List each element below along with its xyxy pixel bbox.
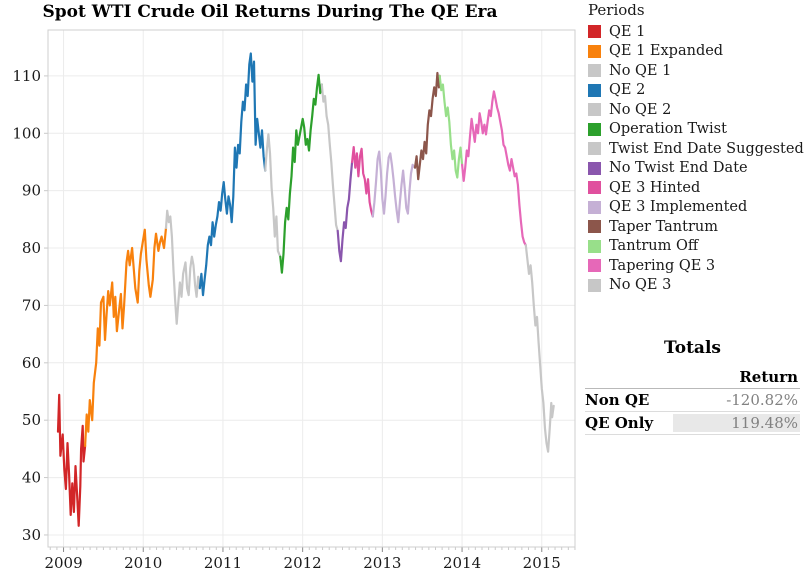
x-tick-label: 2011 (204, 554, 242, 572)
y-tick-label: 80 (22, 239, 41, 257)
x-tick-label: 2009 (44, 554, 82, 572)
y-tick-label: 100 (12, 124, 41, 142)
legend-swatch (588, 200, 601, 214)
gridlines (48, 30, 575, 547)
chart-title: Spot WTI Crude Oil Returns During The QE… (42, 2, 498, 22)
totals-row-label: Non QE (585, 391, 650, 409)
legend-item[interactable]: QE 1 (588, 22, 802, 42)
legend-items: QE 1 QE 1 Expanded No QE 1 QE 2 No QE 2 Opera… (588, 22, 804, 296)
series-no-qe-3[interactable] (524, 244, 555, 453)
legend-swatch (588, 278, 601, 292)
legend-swatch (588, 181, 601, 195)
series-taper-tantrum[interactable] (413, 71, 441, 181)
y-tick-label: 50 (22, 411, 41, 429)
x-tick-label: 2014 (443, 554, 481, 572)
legend-label: Taper Tantrum (609, 218, 718, 235)
series-lines (56, 52, 555, 527)
series-qe-1-expanded[interactable] (83, 226, 168, 448)
legend-item[interactable]: QE 3 Hinted (588, 178, 802, 198)
x-tick-label: 2010 (124, 554, 162, 572)
series-no-qe-1[interactable] (164, 209, 201, 325)
x-tick-label: 2013 (363, 554, 401, 572)
totals-panel: Totals Return Non QE -120.82% QE Only 11… (585, 338, 800, 435)
y-tick-label: 90 (22, 182, 41, 200)
legend-label: No QE 3 (609, 277, 672, 294)
totals-row-label: QE Only (585, 414, 654, 432)
totals-return-header: Return (739, 368, 798, 386)
legend-label: Twist End Date Suggested (609, 140, 804, 157)
legend-label: QE 3 Hinted (609, 179, 701, 196)
totals-row-value: -120.82% (726, 391, 798, 409)
legend-label: QE 1 (609, 23, 646, 40)
y-tick-label: 30 (22, 526, 41, 544)
totals-row-non-qe[interactable]: Non QE -120.82% (585, 389, 800, 412)
legend-item[interactable]: No QE 3 (588, 276, 802, 296)
legend-item[interactable]: Tantrum Off (588, 237, 802, 257)
legend-label: QE 1 Expanded (609, 43, 724, 60)
legend-swatch (588, 44, 601, 58)
legend-title: Periods (588, 1, 645, 19)
legend-swatch (588, 83, 601, 97)
legend-label: No QE 1 (609, 62, 672, 79)
legend-item[interactable]: Operation Twist (588, 120, 802, 140)
legend-item[interactable]: QE 3 Implemented (588, 198, 802, 218)
legend-swatch (588, 161, 601, 175)
series-twist-end-date-suggested[interactable] (320, 83, 339, 232)
legend-item[interactable]: No Twist End Date (588, 159, 802, 179)
series-no-qe-2[interactable] (264, 133, 282, 258)
legend-label: QE 3 Implemented (609, 199, 748, 216)
series-qe-2[interactable] (198, 52, 267, 297)
totals-row-qe-only[interactable]: QE Only 119.48% (585, 412, 800, 435)
legend-label: No QE 2 (609, 101, 672, 118)
legend-label: Tapering QE 3 (609, 257, 716, 274)
totals-row-value: 119.48% (673, 414, 800, 432)
legend-swatch (588, 239, 601, 253)
chart-canvas: 30 40 50 60 70 80 90 100 110 2009 2010 2011 2012 2013… (12, 29, 576, 572)
legend-swatch (588, 25, 601, 39)
x-tick-label: 2012 (284, 554, 322, 572)
y-tick-label: 60 (22, 354, 41, 372)
series-qe-3-hinted[interactable] (351, 146, 374, 218)
y-tick-label: 70 (22, 296, 41, 314)
totals-title: Totals (664, 338, 721, 358)
legend-item[interactable]: QE 1 Expanded (588, 42, 802, 62)
series-no-twist-end-date[interactable] (336, 160, 354, 263)
legend-swatch (588, 64, 601, 78)
legend-item[interactable]: Twist End Date Suggested (588, 139, 804, 159)
legend-item[interactable]: No QE 1 (588, 61, 802, 81)
y-tick-label: 40 (22, 469, 41, 487)
legend-swatch (588, 220, 601, 234)
totals-header-row: Return (585, 366, 800, 389)
series-qe-3-implemented[interactable] (371, 150, 417, 224)
legend-swatch (588, 259, 601, 273)
legend-item[interactable]: Taper Tantrum (588, 217, 802, 237)
legend-item[interactable]: QE 2 (588, 81, 802, 101)
x-tick-label: 2015 (523, 554, 561, 572)
axes: 30 40 50 60 70 80 90 100 110 2009 2010 2011 2012 2013… (12, 29, 576, 572)
legend-swatch (588, 103, 601, 117)
legend-item[interactable]: No QE 2 (588, 100, 802, 120)
legend-item[interactable]: Tapering QE 3 (588, 256, 802, 276)
series-operation-twist[interactable] (279, 73, 323, 274)
series-tapering-qe-3[interactable] (461, 90, 527, 247)
series-qe-1[interactable] (56, 393, 87, 527)
series-tantrum-off[interactable] (438, 74, 464, 179)
legend-swatch (588, 142, 601, 156)
plot-border (47, 29, 576, 548)
y-tick-label: 110 (12, 67, 41, 85)
legend-label: Tantrum Off (609, 238, 699, 255)
legend-swatch (588, 122, 601, 136)
legend-label: No Twist End Date (609, 160, 748, 177)
legend: Periods QE 1 QE 1 Expanded No QE 1 QE 2 No Q… (588, 1, 804, 296)
legend-label: Operation Twist (609, 121, 727, 138)
legend-label: QE 2 (609, 82, 646, 99)
